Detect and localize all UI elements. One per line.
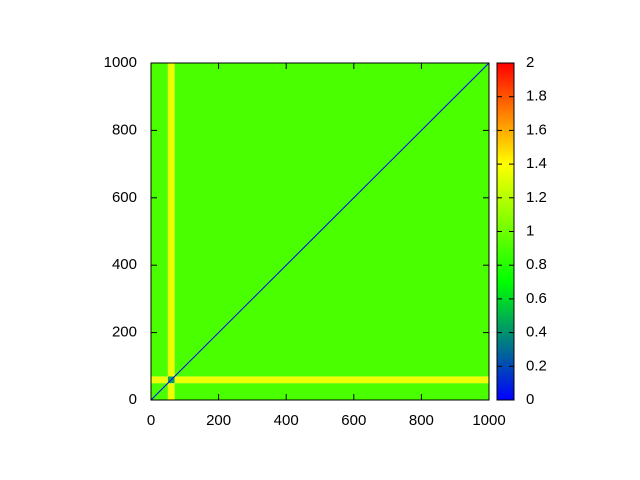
x-tick-label: 600: [341, 412, 366, 429]
colorbar-tick-label: 1.2: [526, 189, 547, 206]
heat-cell: [167, 63, 175, 377]
y-tick-label: 1000: [104, 54, 137, 71]
x-tick-label: 1000: [472, 412, 505, 429]
colorbar-tick-label: 0: [526, 391, 534, 408]
y-tick-label: 400: [112, 256, 137, 273]
diagonal: [150, 62, 490, 401]
y-tick-label: 200: [112, 324, 137, 341]
colorbar-tick-label: 1.8: [526, 88, 547, 105]
heat-cell: [151, 376, 168, 384]
x-tick-label: 400: [274, 412, 299, 429]
x-tick-label: 200: [206, 412, 231, 429]
colorbar-tick-label: 1.6: [526, 121, 547, 138]
colorbar-tick-label: 1.4: [526, 155, 547, 172]
colorbar-tick-label: 2: [526, 54, 534, 71]
colorbar-tick-label: 0.4: [526, 324, 547, 341]
colorbar-tick-label: 0.2: [526, 357, 547, 374]
colorbar-tick-label: 0.8: [526, 256, 547, 273]
heat-cell: [174, 383, 489, 400]
heat-cell: [174, 376, 489, 384]
heat-cell: [151, 63, 168, 377]
y-tick-label: 600: [112, 189, 137, 206]
colorbar-tick-label: 0.6: [526, 290, 547, 307]
plot-border: [150, 62, 490, 401]
y-tick-label: 800: [112, 121, 137, 138]
colorbar-tick-label: 1: [526, 222, 534, 239]
y-tick-label: 0: [129, 391, 137, 408]
heat-cell: [167, 383, 175, 400]
x-tick-label: 0: [147, 412, 155, 429]
x-tick-label: 800: [409, 412, 434, 429]
